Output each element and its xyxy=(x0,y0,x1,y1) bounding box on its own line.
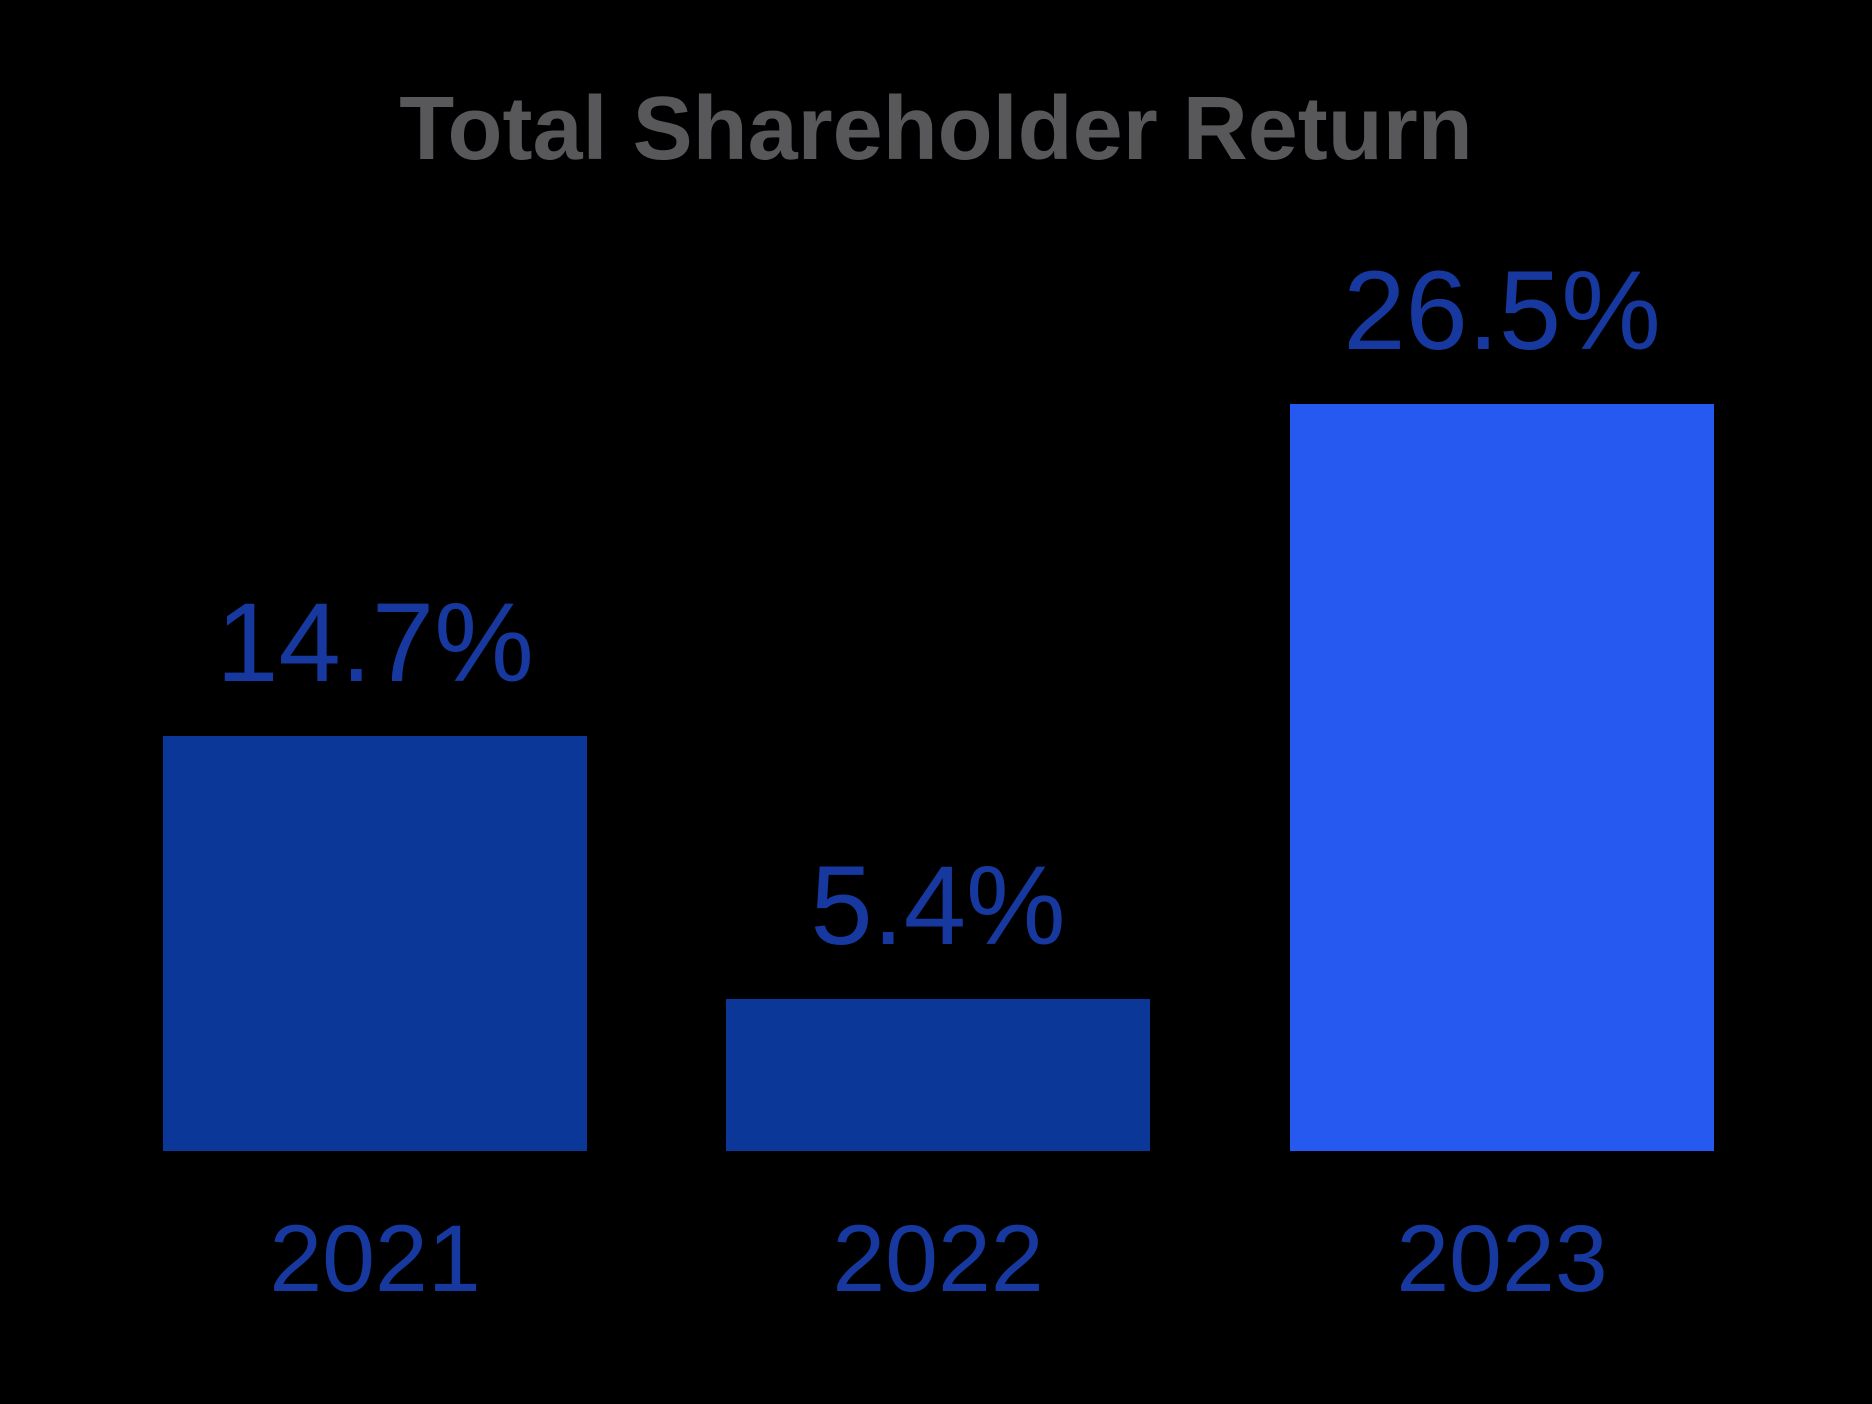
bar-2021 xyxy=(163,736,587,1151)
value-label-2023: 26.5% xyxy=(1343,248,1661,373)
bar-group-2021: 14.7% 2021 xyxy=(163,0,587,1404)
chart-title: Total Shareholder Return xyxy=(399,79,1473,179)
bar-2023 xyxy=(1290,404,1714,1151)
bar-group-2023: 26.5% 2023 xyxy=(1290,0,1714,1404)
x-tick-label-2022: 2022 xyxy=(832,1206,1044,1312)
value-label-2022: 5.4% xyxy=(810,843,1066,968)
value-label-2021: 14.7% xyxy=(216,580,534,705)
x-tick-label-2021: 2021 xyxy=(269,1206,481,1312)
x-tick-label-2023: 2023 xyxy=(1396,1206,1608,1312)
bar-2022 xyxy=(726,999,1150,1151)
bar-group-2022: 5.4% 2022 xyxy=(726,0,1150,1404)
